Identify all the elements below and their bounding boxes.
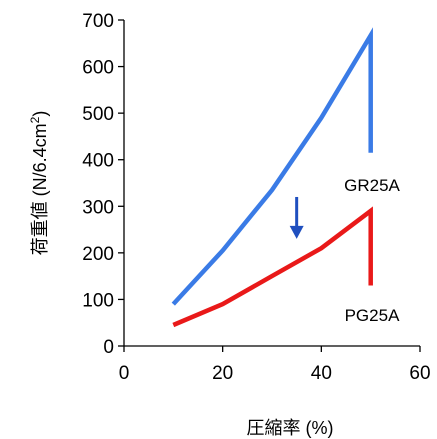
y-tick-label: 600 [82, 58, 114, 79]
y-axis-title-end: ) [30, 111, 50, 117]
down-arrow-icon [289, 225, 304, 239]
y-axis-title-main: 荷重値 (N/6.4cm [30, 123, 50, 255]
x-tick-label: 0 [119, 363, 130, 384]
x-axis-ticks: 0 20 40 60 [119, 346, 431, 384]
y-tick-label: 0 [103, 337, 114, 358]
plot-area: 0 100 200 300 400 500 600 700 0 20 40 60 GR25A PG25… [82, 11, 430, 384]
series-label-gr25a: GR25A [344, 176, 400, 195]
x-axis-title: 圧縮率 (%) [247, 418, 334, 438]
y-axis-title: 荷重値 (N/6.4cm2) [28, 111, 50, 256]
series-label-pg25a: PG25A [345, 306, 400, 325]
y-tick-label: 200 [82, 244, 114, 265]
y-tick-label: 700 [82, 11, 114, 32]
y-axis-ticks: 0 100 200 300 400 500 600 700 [82, 11, 124, 358]
series-line-gr25a [171, 27, 373, 306]
series-line-pg25a [172, 206, 373, 328]
x-tick-label: 40 [311, 363, 332, 384]
annotation-layer [289, 196, 304, 239]
y-tick-label: 300 [82, 197, 114, 218]
x-tick-label: 20 [212, 363, 233, 384]
y-axis-title-sup: 2 [28, 116, 42, 123]
y-tick-label: 500 [82, 104, 114, 125]
series-layer: GR25A PG25A [171, 27, 401, 328]
y-tick-label: 100 [82, 290, 114, 311]
y-tick-label: 400 [82, 151, 114, 172]
x-tick-label: 60 [409, 363, 430, 384]
